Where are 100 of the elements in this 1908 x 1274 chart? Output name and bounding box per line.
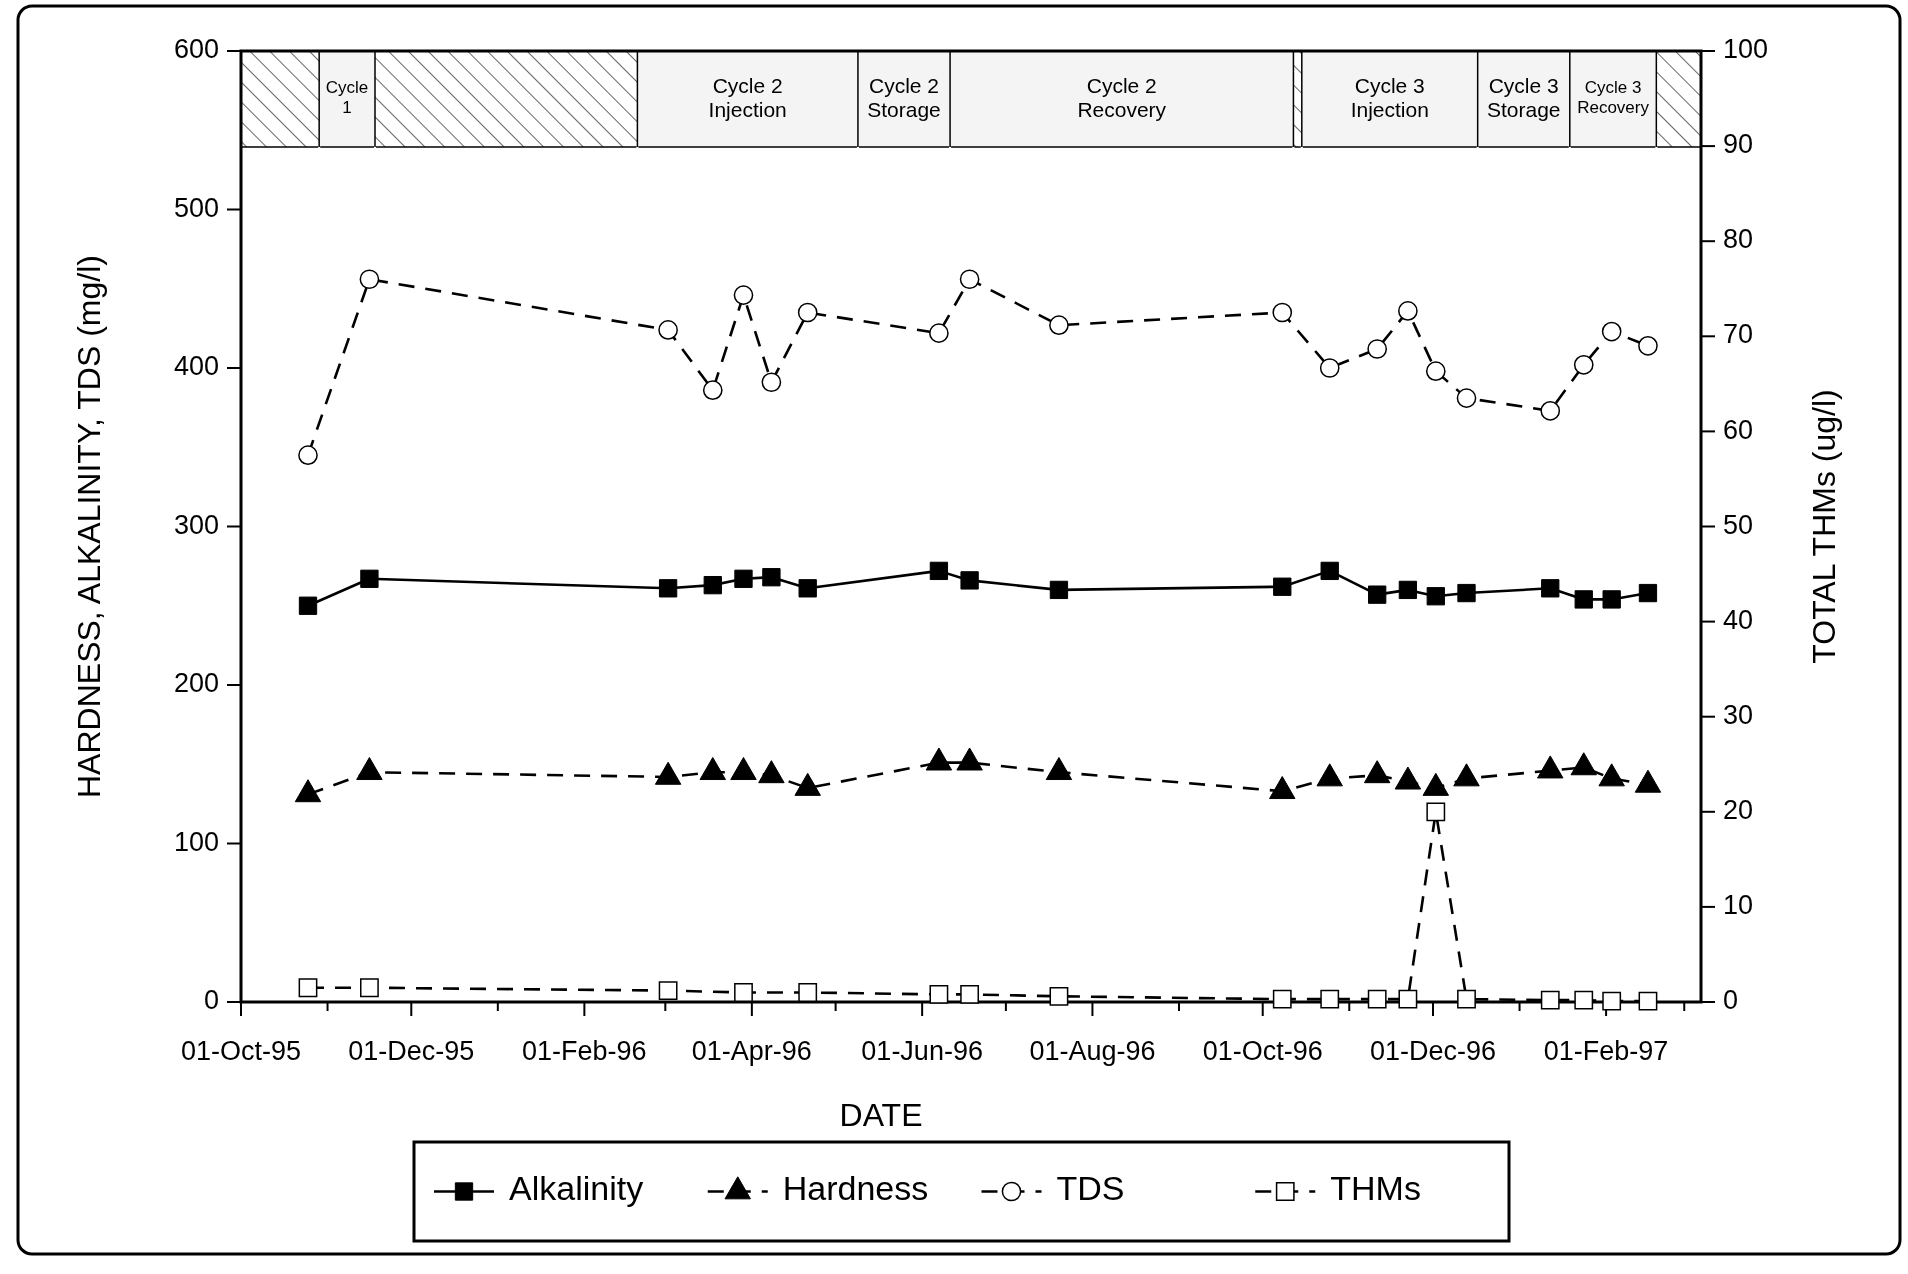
point [1319, 358, 1340, 378]
point [761, 372, 782, 393]
point [699, 756, 726, 781]
point [1273, 577, 1292, 596]
point [1272, 989, 1292, 1009]
point [1398, 301, 1418, 321]
point [1394, 766, 1422, 790]
point [1049, 986, 1069, 1006]
band-label: Cycle 3 Recovery [1577, 78, 1650, 118]
y2-tick-label: 40 [1723, 604, 1754, 635]
point [960, 984, 980, 1004]
y2-tick-label: 30 [1723, 699, 1754, 730]
point [798, 579, 817, 598]
point [1316, 763, 1343, 787]
y-tick-label: 100 [173, 826, 219, 857]
y2-tick-label: 70 [1723, 319, 1754, 350]
y-tick-label: 500 [173, 192, 219, 223]
point [733, 285, 754, 305]
y2-tick-label: 0 [1723, 985, 1739, 1016]
point [1537, 755, 1564, 779]
point [1457, 583, 1476, 603]
point [1049, 580, 1069, 600]
point [1045, 756, 1073, 781]
point [654, 761, 682, 785]
point [359, 269, 380, 290]
point [1570, 752, 1597, 776]
point [658, 579, 678, 598]
y2-tick-label: 10 [1723, 890, 1754, 921]
point [1367, 989, 1387, 1009]
point [1574, 590, 1593, 609]
point [929, 323, 949, 343]
point [1573, 355, 1594, 375]
x-tick-label: 01-Dec-95 [348, 1036, 475, 1066]
point [1425, 361, 1446, 381]
point [658, 320, 678, 340]
x-tick-label: 01-Oct-95 [180, 1036, 302, 1066]
point [1320, 989, 1340, 1009]
point [702, 380, 723, 401]
y2-tick-label: 60 [1723, 414, 1754, 445]
point [360, 978, 379, 998]
y-tick-label: 600 [173, 34, 219, 65]
point [658, 981, 678, 1000]
y2-tick-label: 20 [1723, 794, 1754, 825]
point [1426, 587, 1445, 606]
legend-label: THMs [1330, 1169, 1421, 1208]
point [1398, 580, 1418, 600]
point [1638, 991, 1658, 1011]
point [356, 756, 383, 781]
point [1049, 315, 1069, 336]
x-tick-label: 01-Dec-96 [1369, 1036, 1497, 1066]
x-tick-label: 01-Apr-96 [691, 1036, 812, 1066]
legend-label: Alkalinity [509, 1169, 644, 1208]
point [1602, 590, 1621, 609]
point [960, 571, 979, 590]
legend-label: TDS [1056, 1169, 1125, 1208]
point [1426, 802, 1446, 822]
band-label: Cycle 1 [325, 78, 369, 118]
point [794, 772, 821, 796]
point [1601, 321, 1622, 342]
band-label: Cycle 3 Storage [1486, 73, 1561, 121]
y2-axis-title: TOTAL THMs (ug/l) [1806, 389, 1842, 664]
point [1269, 776, 1296, 800]
x-tick-label: 01-Feb-96 [522, 1036, 647, 1066]
point [1598, 763, 1625, 787]
y-tick-label: 0 [203, 985, 219, 1016]
point [758, 760, 785, 784]
point [1368, 585, 1387, 604]
band-label: Cycle 3 Injection [1350, 73, 1429, 121]
point [1457, 989, 1476, 1009]
point [959, 269, 980, 290]
point [1638, 583, 1658, 603]
x-axis-title: DATE [839, 1097, 923, 1133]
point [1453, 763, 1480, 787]
x-tick-label: 01-Feb-97 [1543, 1036, 1669, 1066]
point [1541, 579, 1560, 598]
point [762, 568, 781, 587]
point [1456, 388, 1477, 408]
point [929, 984, 949, 1004]
point [1422, 772, 1450, 796]
point [929, 561, 949, 581]
y2-tick-label: 50 [1723, 509, 1754, 540]
point [797, 302, 818, 323]
band-label: Cycle 2 Storage [867, 73, 941, 121]
point [734, 569, 753, 588]
point [956, 747, 983, 771]
point [1634, 769, 1662, 793]
legend-label: Hardness [782, 1169, 929, 1208]
point [925, 747, 953, 771]
y-tick-label: 300 [173, 509, 219, 540]
x-tick-label: 01-Aug-96 [1029, 1036, 1156, 1066]
y-axis-title: HARDNESS, ALKALINITY, TDS (mg/l) [71, 255, 107, 798]
point [1367, 339, 1388, 359]
point [1363, 760, 1391, 784]
x-tick-label: 01-Jun-96 [861, 1036, 983, 1066]
point [298, 445, 318, 465]
band-label: Cycle 2 Injection [708, 73, 787, 121]
point [1638, 335, 1658, 356]
point [298, 978, 318, 998]
band-label: Cycle 2 Recovery [1077, 73, 1167, 121]
point [703, 575, 722, 595]
